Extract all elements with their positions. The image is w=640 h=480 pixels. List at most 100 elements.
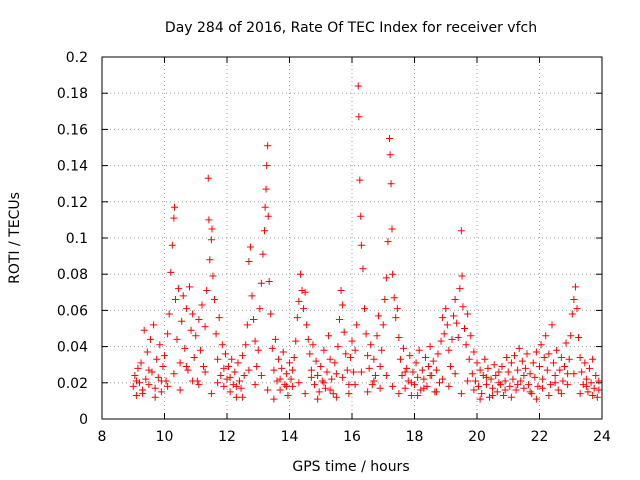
data-point — [254, 346, 262, 354]
data-point — [364, 388, 372, 396]
data-point — [436, 379, 443, 387]
data-point — [484, 364, 492, 372]
data-point — [507, 359, 515, 367]
data-point — [470, 348, 478, 356]
data-point — [192, 332, 200, 340]
x-tick-label: 22 — [531, 429, 549, 445]
data-point — [542, 332, 550, 340]
data-point — [320, 379, 328, 387]
data-point — [132, 391, 140, 399]
data-point — [365, 364, 373, 372]
data-point — [345, 381, 353, 389]
data-point — [232, 393, 240, 401]
data-point — [276, 375, 284, 383]
x-tick-label: 20 — [468, 429, 486, 445]
data-point — [557, 353, 565, 361]
data-point — [205, 216, 213, 224]
data-point — [339, 373, 347, 381]
data-point — [159, 363, 167, 371]
y-tick-label: 0.02 — [57, 376, 88, 392]
data-point — [482, 381, 490, 389]
data-point — [570, 296, 578, 304]
data-point — [287, 375, 295, 383]
data-point — [507, 393, 515, 401]
data-point — [345, 390, 353, 398]
data-point — [546, 381, 554, 389]
data-point — [425, 363, 433, 371]
data-point — [263, 162, 271, 170]
data-point — [370, 355, 378, 363]
data-point — [393, 305, 401, 313]
data-point — [346, 353, 354, 361]
x-tick-label: 14 — [281, 429, 299, 445]
data-point — [350, 368, 358, 376]
data-point — [409, 368, 417, 376]
data-point — [420, 384, 428, 392]
data-point — [282, 382, 290, 390]
data-point — [512, 386, 520, 394]
data-point — [325, 332, 333, 340]
data-point — [386, 151, 394, 159]
data-point — [303, 321, 311, 329]
data-point — [500, 391, 508, 399]
data-point — [361, 305, 368, 313]
data-point — [228, 355, 236, 363]
data-point — [582, 382, 590, 390]
data-point — [312, 357, 320, 365]
data-point — [184, 366, 192, 374]
data-point — [506, 382, 514, 390]
data-point — [450, 312, 458, 320]
data-point — [587, 379, 595, 387]
data-point — [476, 366, 484, 374]
data-point — [589, 391, 597, 399]
data-point — [326, 355, 334, 363]
data-point — [301, 288, 309, 296]
data-point — [395, 334, 403, 342]
data-point — [237, 384, 245, 392]
data-point — [543, 366, 551, 374]
data-point — [554, 386, 562, 394]
data-point — [171, 296, 179, 304]
data-point — [503, 353, 511, 361]
data-point — [175, 285, 183, 293]
data-point — [579, 381, 587, 389]
data-point — [442, 305, 450, 313]
data-point — [173, 335, 181, 343]
data-point — [306, 350, 314, 358]
data-point — [582, 375, 590, 383]
data-point — [276, 386, 284, 394]
data-point — [136, 379, 143, 387]
data-point — [432, 366, 440, 374]
data-point — [490, 361, 498, 369]
data-point — [426, 372, 434, 380]
data-point — [487, 375, 495, 383]
data-point — [221, 350, 229, 358]
axis-ticks: 8 10 12 14 16 18 20 22 24 0 0.02 0.04 0.06 0.08 0.1 0.1… — [57, 50, 611, 445]
data-point — [264, 212, 272, 220]
data-point — [190, 353, 198, 361]
data-point — [307, 366, 315, 374]
data-point — [295, 297, 303, 305]
data-point — [381, 296, 389, 304]
data-point — [461, 325, 468, 332]
data-point — [564, 370, 572, 378]
data-point — [370, 377, 378, 385]
data-point — [570, 370, 578, 378]
data-point — [137, 359, 145, 367]
data-point — [231, 368, 239, 376]
y-axis-label: ROTI / TECUs — [7, 192, 23, 284]
data-point — [443, 321, 451, 329]
data-point — [270, 366, 278, 374]
data-point — [232, 382, 240, 390]
data-point — [209, 272, 217, 280]
data-point — [295, 379, 303, 387]
data-point — [364, 352, 372, 360]
data-point — [548, 321, 556, 329]
data-point — [432, 388, 440, 396]
data-point — [411, 381, 418, 389]
data-point — [164, 330, 172, 338]
data-point — [417, 386, 425, 394]
data-point — [304, 335, 312, 343]
data-point — [437, 337, 445, 345]
data-point — [551, 372, 559, 380]
